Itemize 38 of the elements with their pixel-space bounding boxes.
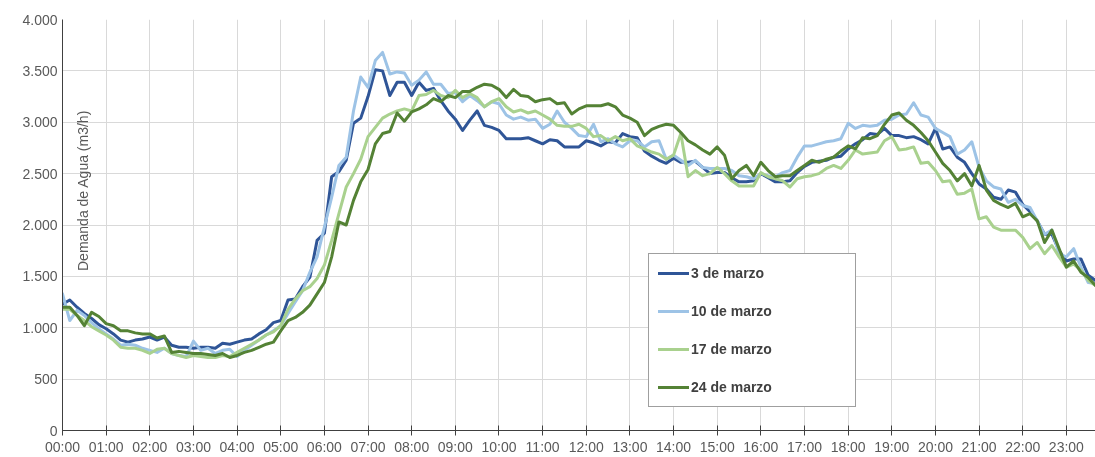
x-tick-label: 21:00: [961, 438, 997, 455]
y-axis-title: Demanda de Agua (m3/h): [74, 110, 91, 272]
x-tick-label: 15:00: [699, 438, 735, 455]
x-tick-label: 10:00: [481, 438, 517, 455]
x-tick-label: 06:00: [306, 438, 343, 455]
x-tick-label: 22:00: [1005, 438, 1041, 455]
legend-label: 17 de marzo: [691, 340, 773, 359]
x-tick-label: 03:00: [175, 438, 212, 455]
x-tick-label: 00:00: [44, 438, 81, 455]
x-tick-label: 14:00: [656, 438, 692, 455]
x-tick-label: 23:00: [1048, 438, 1085, 455]
y-tick-label: 1.500: [22, 268, 58, 285]
y-tick-label: 2.000: [22, 217, 58, 233]
x-tick-label: 07:00: [350, 438, 386, 455]
x-tick-label: 20:00: [917, 438, 954, 455]
x-tick-label: 19:00: [874, 438, 910, 455]
x-tick-label: 16:00: [743, 438, 779, 455]
legend-label: 10 de marzo: [691, 302, 773, 321]
x-tick-label: 02:00: [132, 438, 168, 455]
x-tick-label: 13:00: [612, 438, 648, 455]
y-tick-label: 0: [49, 422, 58, 439]
y-tick-label: 1.000: [22, 319, 58, 336]
y-tick-label: 4.000: [22, 11, 58, 28]
y-tick-label: 500: [34, 371, 58, 388]
y-tick-label: 2.500: [22, 165, 58, 182]
y-tick-label: 3.500: [22, 62, 58, 79]
legend-label: 3 de marzo: [691, 264, 766, 283]
y-tick-label: 3.000: [22, 114, 58, 131]
x-tick-label: 09:00: [437, 438, 474, 455]
x-tick-label: 17:00: [786, 438, 823, 455]
x-tick-label: 18:00: [830, 438, 866, 455]
legend-label: 24 de marzo: [691, 378, 773, 397]
x-tick-label: 11:00: [525, 438, 560, 455]
x-tick-label: 01:00: [88, 438, 124, 455]
x-tick-label: 04:00: [219, 438, 255, 455]
x-tick-label: 05:00: [263, 438, 299, 455]
x-tick-label: 08:00: [394, 438, 430, 455]
x-tick-label: 12:00: [568, 438, 604, 455]
